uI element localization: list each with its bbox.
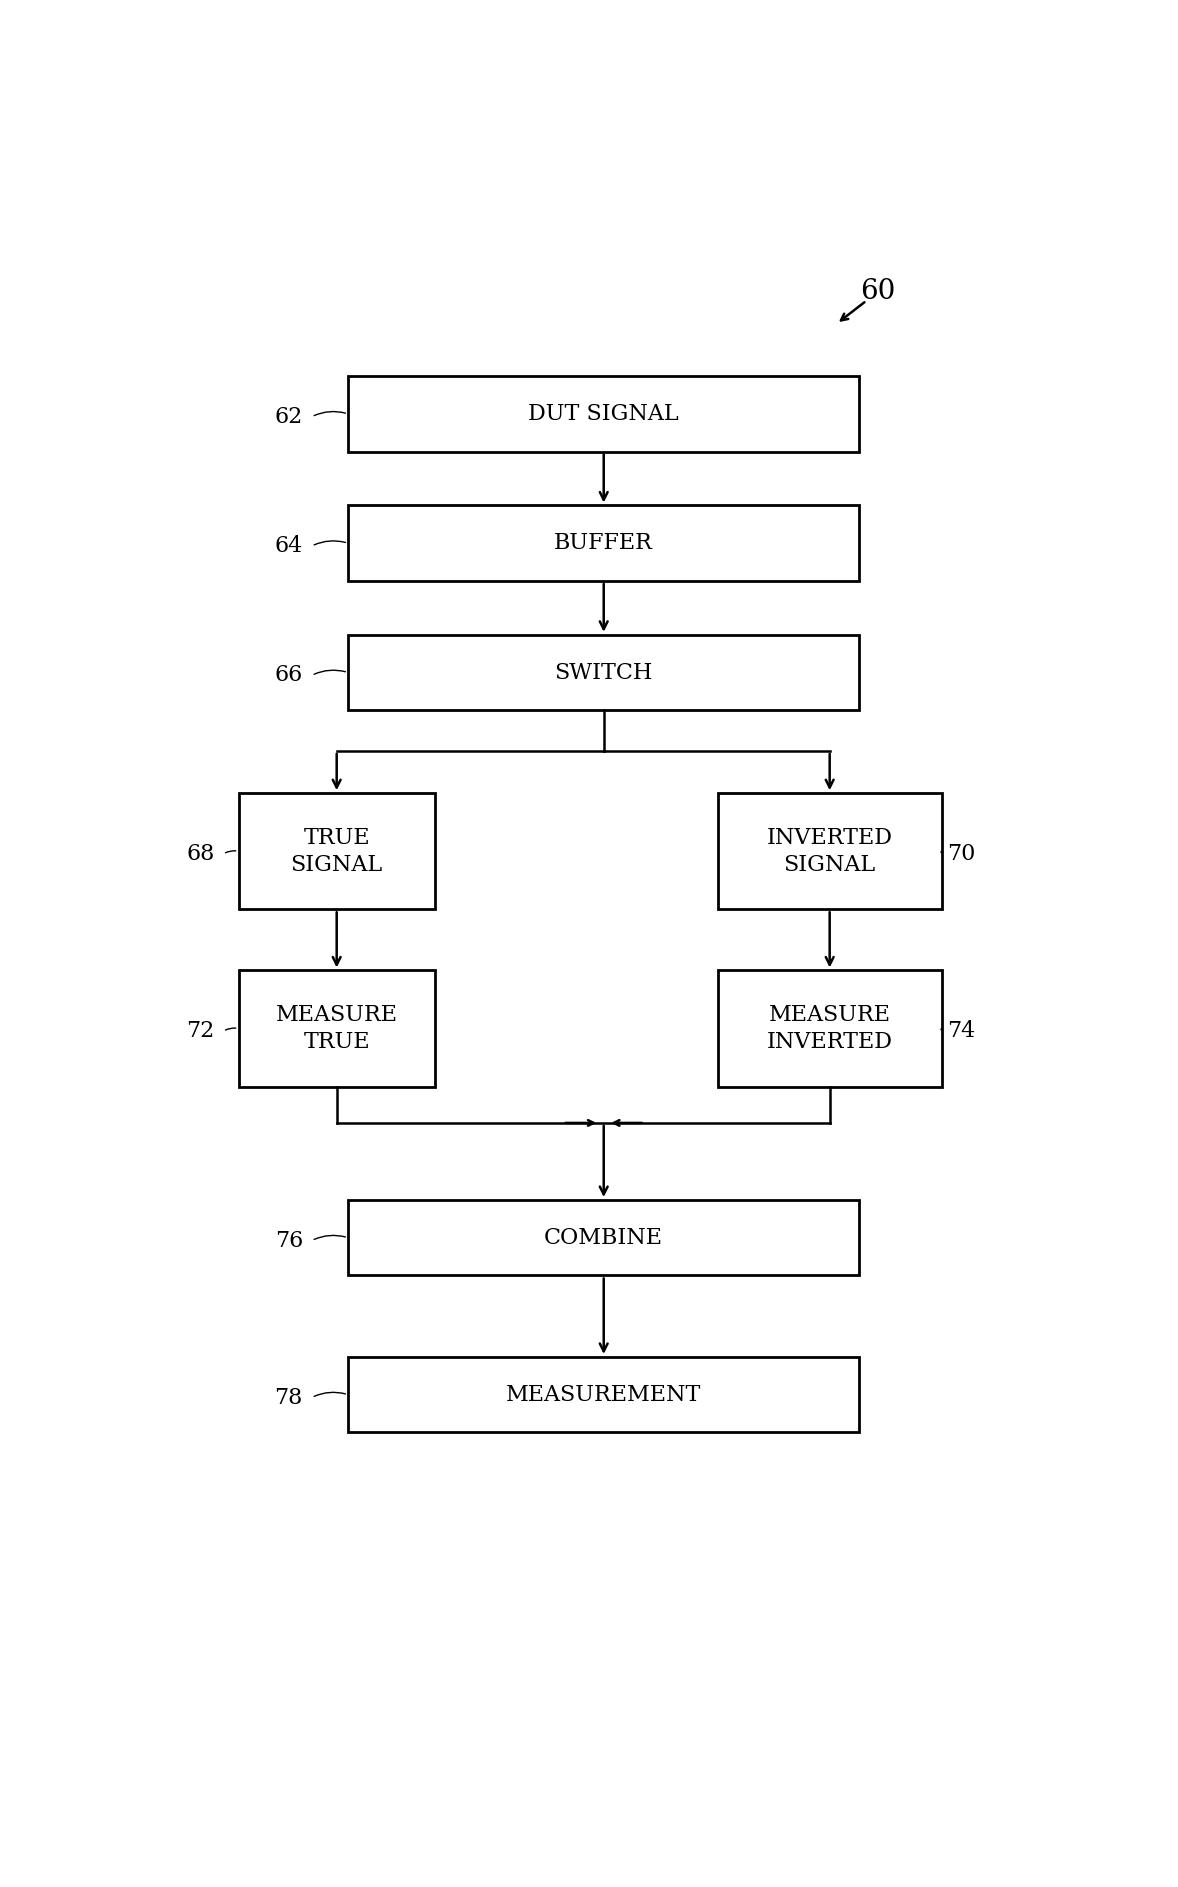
Text: 78: 78 <box>274 1387 303 1408</box>
Bar <box>349 1357 860 1432</box>
Bar <box>349 1200 860 1276</box>
Text: 76: 76 <box>274 1230 303 1251</box>
Text: 66: 66 <box>274 664 303 687</box>
Bar <box>238 793 435 910</box>
Text: 68: 68 <box>186 843 214 864</box>
Text: BUFFER: BUFFER <box>555 532 653 555</box>
Text: COMBINE: COMBINE <box>544 1227 663 1249</box>
Text: 60: 60 <box>860 277 895 306</box>
Text: 72: 72 <box>186 1021 214 1042</box>
Bar <box>349 506 860 581</box>
Bar <box>717 793 941 910</box>
Text: TRUE
SIGNAL: TRUE SIGNAL <box>291 827 383 876</box>
Text: MEASUREMENT: MEASUREMENT <box>507 1383 701 1406</box>
Text: 74: 74 <box>947 1021 975 1042</box>
Bar <box>349 634 860 710</box>
Text: MEASURE
INVERTED: MEASURE INVERTED <box>767 1004 893 1053</box>
Bar <box>238 970 435 1087</box>
Bar <box>349 376 860 451</box>
Text: MEASURE
TRUE: MEASURE TRUE <box>276 1004 398 1053</box>
Text: 62: 62 <box>274 406 303 428</box>
Text: SWITCH: SWITCH <box>555 662 653 683</box>
Text: INVERTED
SIGNAL: INVERTED SIGNAL <box>767 827 893 876</box>
Text: 64: 64 <box>274 536 303 557</box>
Bar <box>717 970 941 1087</box>
Text: 70: 70 <box>947 843 975 864</box>
Text: DUT SIGNAL: DUT SIGNAL <box>529 404 679 425</box>
